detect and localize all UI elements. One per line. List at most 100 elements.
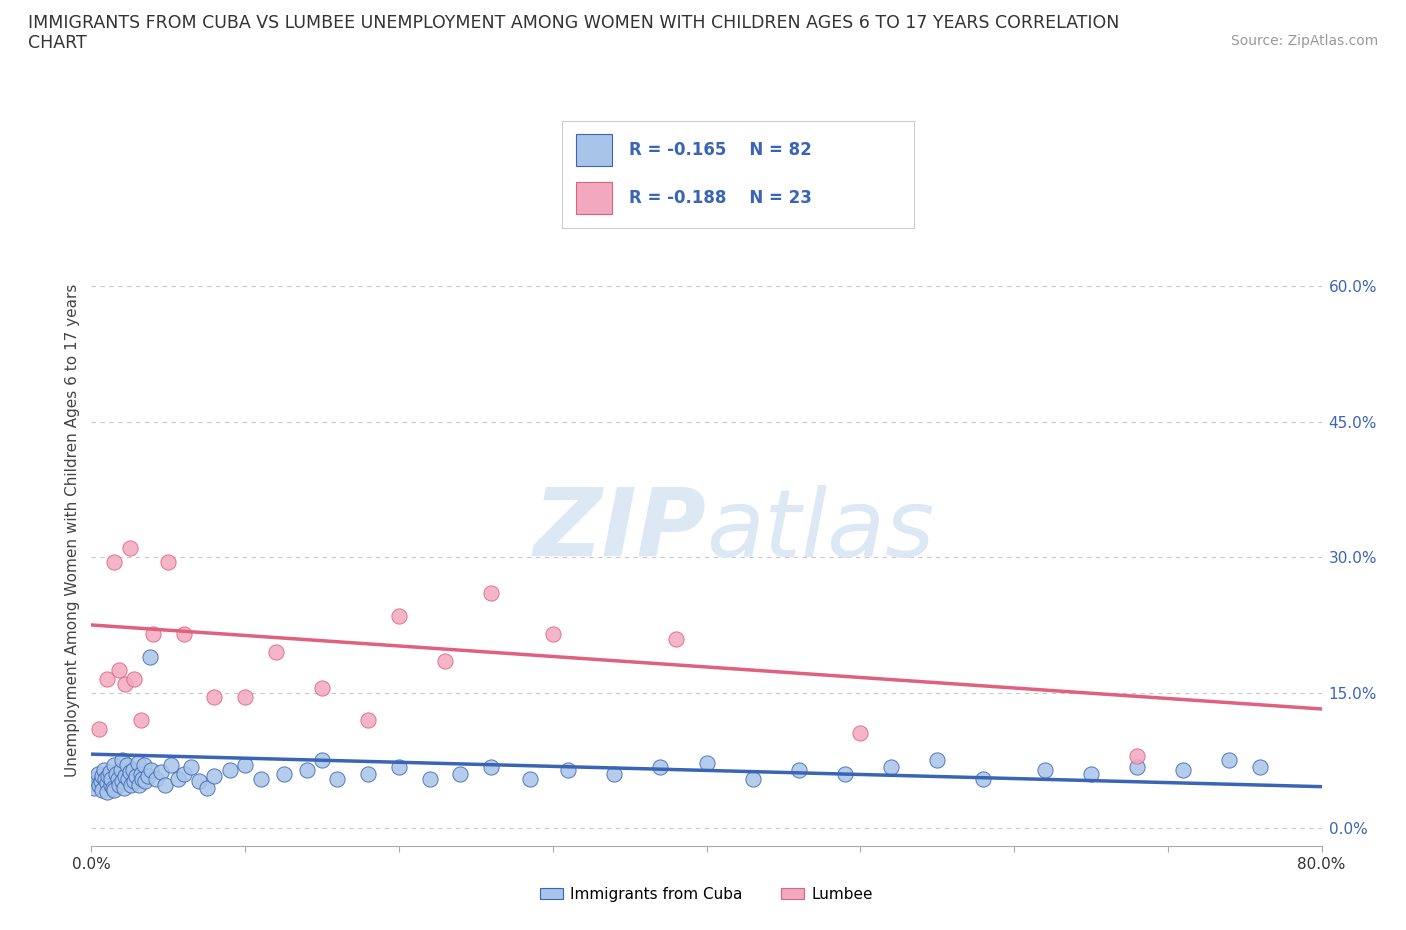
Point <box>388 760 411 775</box>
Point <box>124 671 146 686</box>
Text: ZIP: ZIP <box>534 485 706 576</box>
Text: Source: ZipAtlas.com: Source: ZipAtlas.com <box>1230 34 1378 48</box>
Point <box>479 760 502 775</box>
Point <box>100 777 122 792</box>
Point <box>326 771 349 786</box>
Point <box>117 771 139 786</box>
Point <box>114 676 136 691</box>
Point <box>129 766 152 781</box>
Legend: Immigrants from Cuba, Lumbee: Immigrants from Cuba, Lumbee <box>534 881 879 909</box>
Point <box>96 671 118 686</box>
Point <box>91 783 114 798</box>
Point <box>131 771 153 786</box>
Point <box>434 654 457 669</box>
Point <box>111 774 134 789</box>
Point <box>93 762 115 777</box>
Point <box>139 649 162 664</box>
Point <box>834 766 856 781</box>
Text: IMMIGRANTS FROM CUBA VS LUMBEE UNEMPLOYMENT AMONG WOMEN WITH CHILDREN AGES 6 TO : IMMIGRANTS FROM CUBA VS LUMBEE UNEMPLOYM… <box>28 14 1119 32</box>
Point <box>90 774 112 789</box>
Point <box>650 760 672 775</box>
Point <box>103 758 125 773</box>
FancyBboxPatch shape <box>576 134 612 166</box>
Point <box>1126 760 1149 775</box>
Point <box>103 554 125 569</box>
Point <box>110 762 132 777</box>
Point <box>160 758 183 773</box>
Point <box>112 780 135 795</box>
Point <box>120 777 142 792</box>
Point <box>101 780 124 795</box>
Point <box>665 631 688 646</box>
Point <box>86 766 108 781</box>
Point <box>124 774 146 789</box>
Point <box>218 762 240 777</box>
Point <box>295 762 318 777</box>
Point <box>98 764 121 779</box>
Point <box>264 644 287 659</box>
Point <box>180 760 202 775</box>
Text: R = -0.165    N = 82: R = -0.165 N = 82 <box>630 140 811 159</box>
Point <box>849 726 872 741</box>
Point <box>541 627 564 642</box>
Point <box>132 758 155 773</box>
Point <box>136 768 159 783</box>
Point <box>153 777 177 792</box>
Point <box>880 760 903 775</box>
Point <box>202 690 225 705</box>
Point <box>972 771 994 786</box>
Point <box>91 768 114 783</box>
Point <box>233 758 256 773</box>
Point <box>449 766 471 781</box>
Point <box>125 768 148 783</box>
Point <box>122 762 145 777</box>
Point <box>82 776 104 790</box>
Point <box>97 768 120 783</box>
Point <box>1033 762 1056 777</box>
Point <box>96 776 118 790</box>
Point <box>249 771 271 786</box>
Point <box>87 777 110 792</box>
Point <box>103 783 125 798</box>
Point <box>311 753 333 768</box>
Point <box>87 722 110 737</box>
Point <box>134 774 156 789</box>
Point <box>787 762 810 777</box>
Text: atlas: atlas <box>706 485 935 576</box>
Point <box>357 712 380 727</box>
Point <box>1126 749 1149 764</box>
Point <box>118 540 141 555</box>
Text: R = -0.188    N = 23: R = -0.188 N = 23 <box>630 189 813 206</box>
Point <box>419 771 441 786</box>
Point <box>1249 760 1271 775</box>
Point <box>129 712 152 727</box>
Point <box>118 764 141 779</box>
Point <box>84 771 107 786</box>
Point <box>479 586 502 601</box>
Point <box>108 663 131 678</box>
Point <box>145 771 167 786</box>
Point <box>519 771 541 786</box>
Text: CHART: CHART <box>28 34 87 52</box>
Point <box>115 758 138 773</box>
Point <box>1173 762 1195 777</box>
Point <box>173 766 195 781</box>
Point <box>273 766 295 781</box>
Point <box>105 766 127 781</box>
Point <box>233 690 256 705</box>
Point <box>1080 766 1102 781</box>
Point <box>166 771 188 786</box>
Point <box>107 771 129 786</box>
Point <box>603 766 626 781</box>
Point <box>100 771 122 786</box>
Point <box>111 753 134 768</box>
Point <box>741 771 763 786</box>
FancyBboxPatch shape <box>576 182 612 214</box>
Point <box>94 771 117 786</box>
Point <box>195 780 218 795</box>
Point <box>1218 753 1240 768</box>
Point <box>388 608 411 623</box>
Point <box>128 777 150 792</box>
Point <box>83 780 105 795</box>
Point <box>696 756 718 771</box>
